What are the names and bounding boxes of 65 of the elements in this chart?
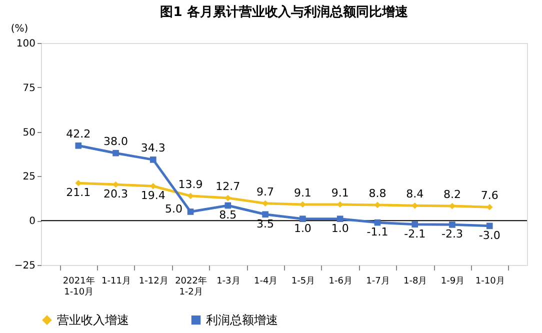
data-label: 9.1 [294, 186, 312, 200]
point [486, 222, 493, 230]
point [300, 201, 306, 208]
point [75, 142, 82, 149]
y-tick-label: 0 [29, 216, 36, 228]
point [300, 216, 306, 222]
y-tick-label: −25 [14, 260, 36, 272]
data-label: 8.5 [219, 208, 237, 222]
point [187, 208, 194, 215]
y-tick-label: 75 [22, 82, 36, 94]
x-tick-label: 1-12月 [138, 276, 168, 286]
point [224, 202, 232, 209]
point [336, 216, 344, 222]
point [224, 194, 232, 202]
x-tick-label: 1-5月 [291, 276, 316, 286]
data-label: 34.3 [140, 142, 166, 155]
x-tick-label: 1-6月 [328, 276, 352, 286]
data-label: 42.2 [66, 128, 91, 141]
data-label: 3.5 [256, 217, 274, 230]
point [374, 202, 381, 208]
y-tick-label: 100 [16, 38, 36, 50]
x-tick-label: 1-10月 [475, 276, 505, 286]
y-tick-label: 25 [22, 172, 36, 183]
data-label: 21.1 [66, 186, 91, 200]
point [187, 192, 194, 200]
data-label: 13.9 [178, 178, 203, 191]
point [449, 222, 456, 228]
point [150, 156, 156, 163]
point [374, 219, 381, 226]
data-label: -2.1 [404, 227, 426, 240]
data-label: 8.4 [406, 188, 424, 201]
data-label: 8.2 [443, 188, 461, 202]
data-label: 20.3 [104, 188, 128, 201]
legend-label: 利润总额增速 [206, 313, 278, 328]
data-label: 7.6 [480, 189, 498, 202]
point [262, 211, 268, 218]
point [112, 150, 119, 156]
y-axis-title: (%) [10, 24, 28, 34]
data-label: 8.8 [368, 186, 386, 200]
point [449, 202, 456, 210]
data-label: 9.1 [331, 186, 349, 200]
x-tick-label: 1-4月 [254, 276, 278, 286]
data-label: 9.7 [256, 185, 274, 198]
data-label: 5.0 [165, 202, 183, 216]
data-label: -2.3 [441, 228, 463, 241]
y-tick-label: 50 [22, 127, 36, 138]
data-label: -1.1 [366, 226, 388, 239]
x-tick-label: 1-7月 [366, 276, 390, 286]
point [112, 181, 119, 188]
data-label: 1.0 [294, 222, 312, 235]
data-label: -3.0 [478, 228, 500, 242]
data-label: 12.7 [216, 180, 240, 194]
legend-label: 营业收入增速 [57, 313, 129, 328]
point [412, 221, 418, 228]
data-label: 38.0 [104, 135, 128, 148]
x-tick-label: 1-11月 [102, 276, 131, 286]
x-tick-label: 1-8月 [403, 276, 428, 286]
chart-title: 图1 各月累计营业收入与利润总额同比增速 [160, 4, 409, 20]
x-tick-label: 1-9月 [440, 276, 465, 286]
x-tick-label: 2022年 1-2月 [175, 276, 207, 298]
data-label: 19.4 [140, 189, 166, 202]
x-tick-label: 1-3月 [216, 276, 240, 286]
x-tick-label: 2021年 1-10月 [62, 276, 95, 298]
point [262, 200, 268, 207]
data-label: 1.0 [331, 222, 349, 235]
